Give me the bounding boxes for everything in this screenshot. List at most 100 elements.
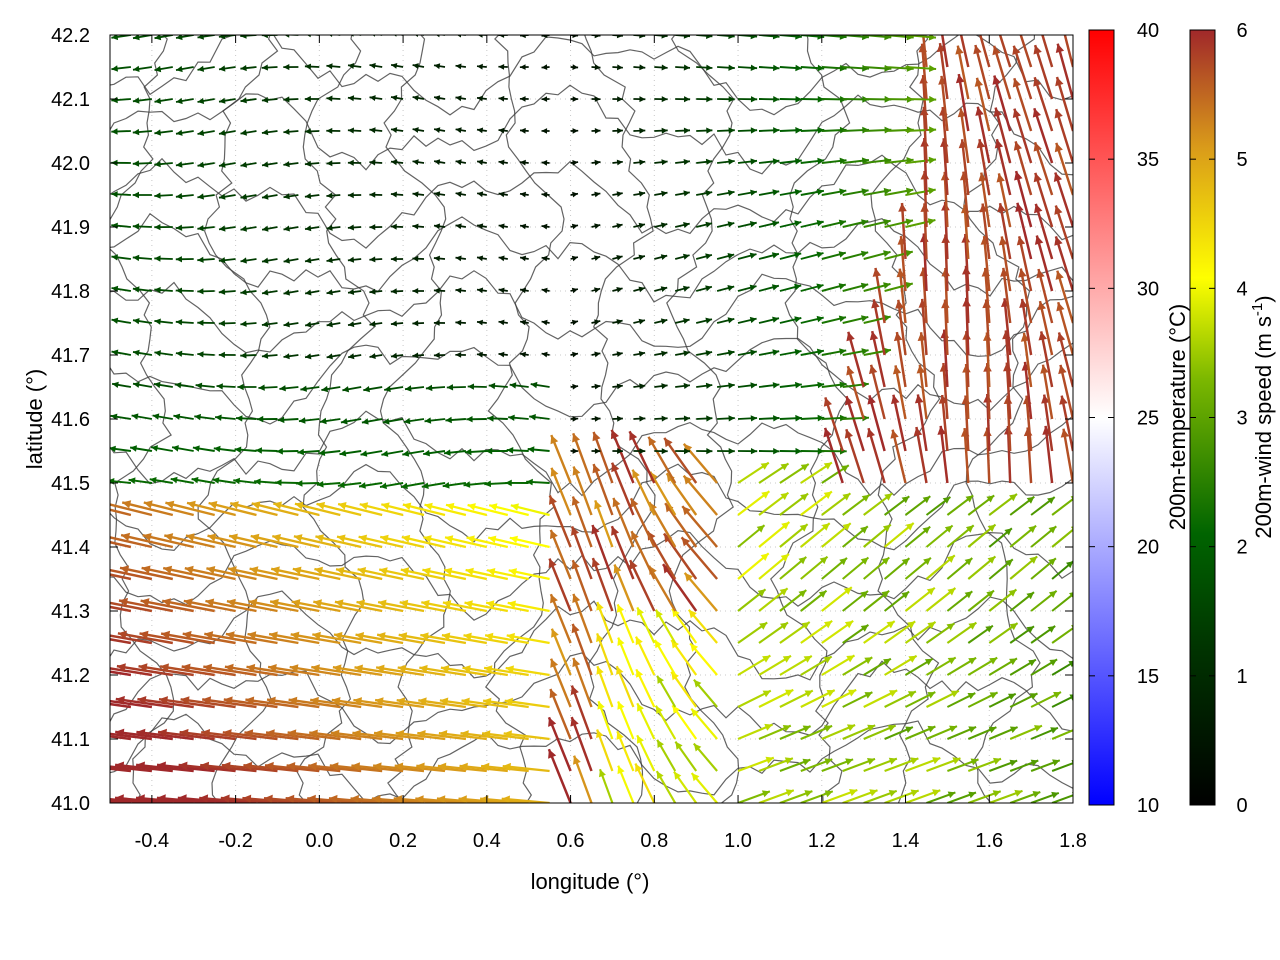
wind-vector-head	[954, 12, 962, 21]
wind-vector-head	[727, 317, 735, 324]
wind-vector-head	[509, 535, 518, 544]
wind-vector-head	[928, 187, 936, 195]
wind-vector-shaft	[681, 505, 719, 548]
wind-vector-head	[661, 96, 668, 103]
wind-vector-head	[749, 252, 757, 259]
wind-vector-head	[391, 127, 398, 133]
wind-vector-head	[154, 192, 161, 199]
wind-vector-head	[910, 757, 919, 765]
wind-vector-shaft	[110, 540, 132, 549]
wind-vector-head	[1026, 626, 1034, 633]
y-tick-label: 41.6	[51, 409, 90, 431]
wind-vector-head	[133, 381, 140, 388]
wind-vector-head	[616, 351, 623, 357]
x-tick-label: 0.4	[473, 830, 501, 852]
wind-vector-head	[907, 621, 916, 629]
wind-vector-shaft	[121, 501, 174, 517]
wind-vector-head	[433, 320, 440, 326]
wind-vector-head	[1026, 592, 1034, 600]
wind-vector-head	[90, 286, 97, 292]
wind-vector-shaft	[915, 426, 928, 484]
wind-vector-head	[130, 445, 137, 452]
wind-vector-head	[154, 35, 162, 41]
wind-vector-head	[57, 500, 66, 508]
wind-vector-head	[631, 531, 639, 541]
wind-vector-head	[401, 534, 411, 543]
wind-vector-head	[132, 128, 140, 136]
wind-vector-shaft	[376, 633, 425, 645]
wind-vector-shaft	[956, 45, 970, 100]
wind-vector-head	[219, 225, 226, 232]
wind-vector-shaft	[845, 428, 865, 484]
wind-vector-head	[347, 127, 354, 134]
wind-vector-head	[823, 656, 832, 664]
contour-line	[770, 35, 851, 803]
wind-vector-head	[142, 533, 152, 542]
wind-vector-head	[133, 318, 140, 325]
wind-vector-head	[691, 773, 700, 782]
wind-vector-shaft	[1034, 172, 1054, 228]
wind-vector-head	[379, 567, 388, 575]
wind-vector-shaft	[847, 331, 865, 388]
wind-vector-head	[617, 64, 623, 71]
wind-vector-head	[705, 317, 712, 324]
wind-vector-head	[901, 558, 910, 566]
temperature-colorbar-tick-label: 30	[1137, 278, 1159, 300]
wind-vector-head	[233, 477, 241, 485]
wind-vector-shaft	[373, 731, 425, 741]
wind-vector-head	[596, 602, 604, 611]
wind-vector-head	[1034, 725, 1042, 732]
wind-vector-head	[795, 35, 802, 40]
wind-vector-head	[434, 223, 441, 230]
wind-vector-head	[176, 129, 183, 136]
wind-vector-head	[1041, 394, 1050, 404]
wind-vector-shaft	[592, 431, 614, 484]
wind-vector-head	[845, 758, 854, 766]
wind-vector-head	[929, 65, 937, 72]
wind-vector-head	[869, 364, 878, 375]
wind-vector-head	[968, 657, 977, 665]
wind-vector-head	[1070, 526, 1073, 530]
wind-vector-shaft	[139, 632, 194, 645]
wind-vector-head	[782, 725, 791, 732]
wind-vector-head	[111, 191, 118, 198]
wind-vector-head	[654, 639, 662, 649]
wind-vector-head	[994, 139, 1004, 149]
wind-vector-head	[228, 566, 237, 575]
wind-vector-head	[310, 696, 319, 706]
wind-vector-shaft	[205, 599, 257, 613]
wind-vector-head	[207, 533, 217, 542]
wind-vector-head	[750, 448, 758, 455]
wind-vector-head	[391, 95, 398, 101]
wind-vector-head	[838, 219, 846, 227]
wind-vector-shaft	[1006, 395, 1012, 452]
wind-vector-shaft	[1057, 301, 1073, 356]
wind-vector-shaft	[571, 496, 593, 548]
wind-vector-shaft	[942, 138, 949, 196]
wind-vector-head	[794, 251, 802, 259]
wind-vector-head	[476, 351, 483, 358]
wind-vector-shaft	[289, 665, 341, 677]
wind-vector-head	[639, 448, 646, 454]
wind-vector-head	[501, 795, 510, 803]
wind-vector-shaft	[572, 466, 593, 516]
wind-vector-head	[519, 96, 526, 102]
wind-vector-head	[905, 249, 913, 257]
wind-vector-head	[520, 127, 526, 134]
wind-vector-head	[143, 500, 153, 509]
wind-vector-head	[307, 794, 316, 803]
wind-vector-head	[611, 462, 620, 473]
wind-vector-head	[846, 366, 855, 376]
wind-vector-shaft	[1041, 364, 1054, 420]
wind-vector-head	[90, 222, 97, 228]
wind-vector-head	[412, 127, 419, 133]
wind-vector-shaft	[1013, 108, 1033, 164]
wind-vector-shaft	[1023, 361, 1033, 420]
wind-vector-shaft	[416, 764, 467, 773]
wind-vector-shaft	[353, 698, 404, 709]
wind-vector-head	[175, 287, 182, 294]
wind-vector-head	[336, 566, 345, 575]
wind-vector-shaft	[165, 501, 215, 517]
wind-vector-head	[316, 481, 324, 488]
wind-vector-head	[421, 482, 429, 489]
